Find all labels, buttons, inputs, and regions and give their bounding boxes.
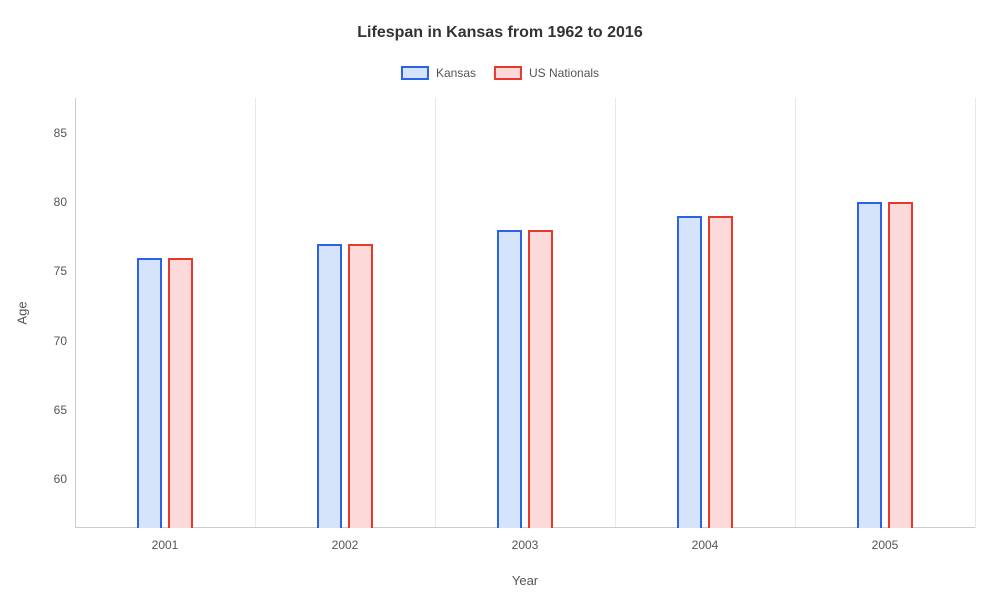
y-tick-label: 70 — [54, 334, 75, 348]
gridline-vertical — [615, 98, 616, 528]
bar — [137, 258, 162, 528]
bar — [348, 244, 373, 528]
x-axis-title: Year — [512, 573, 538, 588]
legend-label: US Nationals — [529, 66, 599, 80]
bar — [677, 216, 702, 528]
chart-container: Lifespan in Kansas from 1962 to 2016 Kan… — [0, 0, 1000, 600]
y-tick-label: 65 — [54, 403, 75, 417]
gridline-vertical — [795, 98, 796, 528]
legend-swatch — [401, 66, 429, 80]
x-tick-label: 2003 — [512, 528, 539, 552]
gridline-vertical — [975, 98, 976, 528]
bar — [168, 258, 193, 528]
y-tick-label: 75 — [54, 264, 75, 278]
plot-area: 60657075808520012002200320042005 — [75, 98, 975, 528]
y-tick-label: 85 — [54, 126, 75, 140]
bar — [708, 216, 733, 528]
chart-title: Lifespan in Kansas from 1962 to 2016 — [357, 24, 642, 42]
bar — [888, 202, 913, 528]
legend: Kansas US Nationals — [401, 66, 599, 80]
legend-item: US Nationals — [494, 66, 599, 80]
y-tick-label: 80 — [54, 195, 75, 209]
bar — [317, 244, 342, 528]
x-tick-label: 2005 — [872, 528, 899, 552]
legend-item: Kansas — [401, 66, 476, 80]
bar — [857, 202, 882, 528]
y-axis-title: Age — [15, 301, 30, 324]
legend-swatch — [494, 66, 522, 80]
legend-label: Kansas — [436, 66, 476, 80]
y-tick-label: 60 — [54, 472, 75, 486]
bar — [528, 230, 553, 528]
x-tick-label: 2002 — [332, 528, 359, 552]
x-tick-label: 2004 — [692, 528, 719, 552]
x-tick-label: 2001 — [152, 528, 179, 552]
gridline-vertical — [255, 98, 256, 528]
bar — [497, 230, 522, 528]
y-axis-line — [75, 98, 76, 528]
gridline-vertical — [435, 98, 436, 528]
